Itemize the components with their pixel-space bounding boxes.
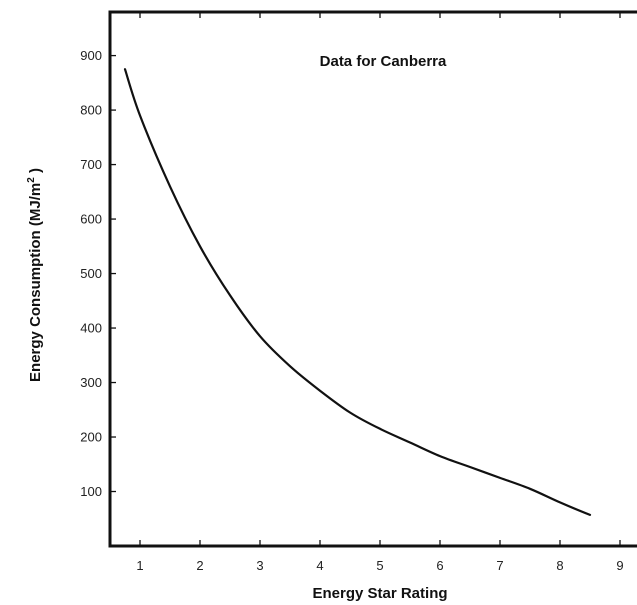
x-tick-label: 3 xyxy=(256,558,263,573)
y-axis-title-superscript: 2 xyxy=(26,177,37,183)
x-tick-label: 9 xyxy=(616,558,623,573)
x-axis-title: Energy Star Rating xyxy=(312,585,447,602)
y-tick-label: 200 xyxy=(80,430,102,445)
x-tick-label: 5 xyxy=(376,558,383,573)
x-tick-label: 7 xyxy=(496,558,503,573)
y-tick-label: 500 xyxy=(80,266,102,281)
x-tick-label: 4 xyxy=(316,558,323,573)
ticks-layer xyxy=(110,12,621,546)
y-tick-label: 400 xyxy=(80,321,102,336)
y-axis-title-end: ) xyxy=(27,168,44,177)
x-tick-label: 1 xyxy=(136,558,143,573)
y-tick-label: 700 xyxy=(80,157,102,172)
y-tick-labels: 100 200 300 400 500 600 700 800 900 xyxy=(80,48,102,499)
y-tick-label: 900 xyxy=(80,48,102,63)
y-axis-title-main: Energy Consumption (MJ/m xyxy=(27,183,44,382)
y-axis-title: Energy Consumption (MJ/m2 ) xyxy=(26,168,44,382)
x-tick-label: 8 xyxy=(556,558,563,573)
x-tick-labels: 1 2 3 4 5 6 7 8 9 xyxy=(136,558,623,573)
y-tick-label: 300 xyxy=(80,375,102,390)
x-tick-label: 6 xyxy=(436,558,443,573)
y-tick-label: 100 xyxy=(80,484,102,499)
chart-annotation: Data for Canberra xyxy=(320,53,447,70)
plot-frame xyxy=(108,10,637,548)
series-line xyxy=(123,68,592,516)
y-tick-label: 800 xyxy=(80,103,102,118)
y-tick-label: 600 xyxy=(80,212,102,227)
x-tick-label: 2 xyxy=(196,558,203,573)
